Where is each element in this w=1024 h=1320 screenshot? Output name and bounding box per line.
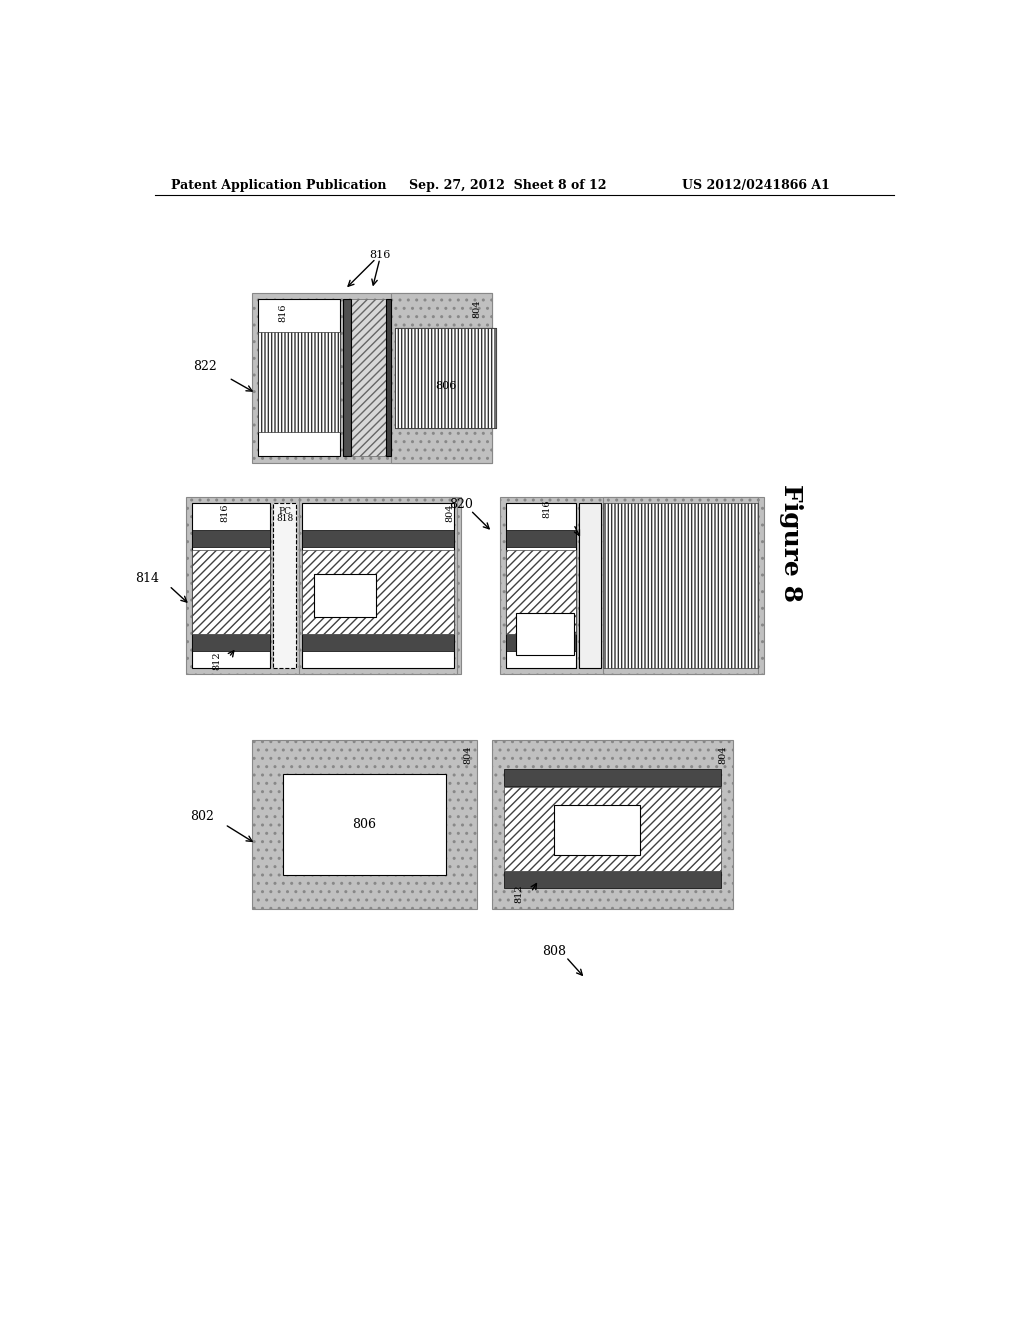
Bar [395,327,496,428]
Bar [302,549,454,635]
Text: 804: 804 [445,503,454,521]
Text: 804: 804 [472,300,481,318]
Bar [515,612,573,655]
Bar [193,549,270,635]
Bar [506,531,575,548]
Text: 802: 802 [189,810,214,824]
Text: 812: 812 [213,651,221,669]
Bar [258,331,340,432]
Bar [258,300,340,457]
Bar [343,300,351,457]
Bar [506,549,575,635]
Text: 818: 818 [275,515,293,523]
Text: Sep. 27, 2012  Sheet 8 of 12: Sep. 27, 2012 Sheet 8 of 12 [409,178,606,191]
Bar [500,498,764,675]
Bar [302,635,454,651]
Text: 806: 806 [435,380,457,391]
Bar [186,498,461,675]
Bar [302,531,454,548]
Bar [504,770,721,785]
Text: 814: 814 [135,572,160,585]
Bar [603,503,758,668]
Text: US 2012/0241866 A1: US 2012/0241866 A1 [682,178,829,191]
Text: 810: 810 [585,832,609,843]
Bar [299,498,458,675]
Text: 816: 816 [542,499,551,517]
Bar [506,635,575,651]
Text: C-epi: C-epi [581,817,613,830]
Text: 820: 820 [450,499,473,511]
Bar [193,531,270,548]
Bar [395,327,496,428]
Text: 816: 816 [220,503,229,521]
Text: 804: 804 [463,746,472,764]
Bar [386,300,391,457]
Text: 810: 810 [535,635,554,644]
Text: 822: 822 [194,360,217,372]
Text: 806: 806 [352,818,377,832]
Text: 804: 804 [719,746,728,764]
Text: C-epi: C-epi [331,586,358,595]
Bar [314,574,376,616]
Bar [252,293,493,462]
Bar [351,300,386,457]
Text: PC: PC [279,507,291,516]
Text: 816: 816 [370,249,390,260]
Bar [252,739,477,909]
Bar [391,293,493,462]
Text: 810: 810 [335,597,355,606]
Text: C-epi: C-epi [530,624,558,634]
Bar [506,503,575,668]
Bar [504,871,721,887]
Bar [283,775,445,875]
Text: 812: 812 [515,884,524,903]
Text: 808: 808 [543,945,566,958]
Bar [554,805,640,855]
Bar [193,635,270,651]
Bar [193,503,270,668]
Text: 816: 816 [279,304,288,322]
Text: Figure 8: Figure 8 [778,484,803,602]
Bar [493,739,732,909]
Bar [273,503,296,668]
Bar [603,498,758,675]
Bar [579,503,601,668]
Text: Patent Application Publication: Patent Application Publication [171,178,387,191]
Bar [302,503,454,668]
Bar [504,788,721,871]
